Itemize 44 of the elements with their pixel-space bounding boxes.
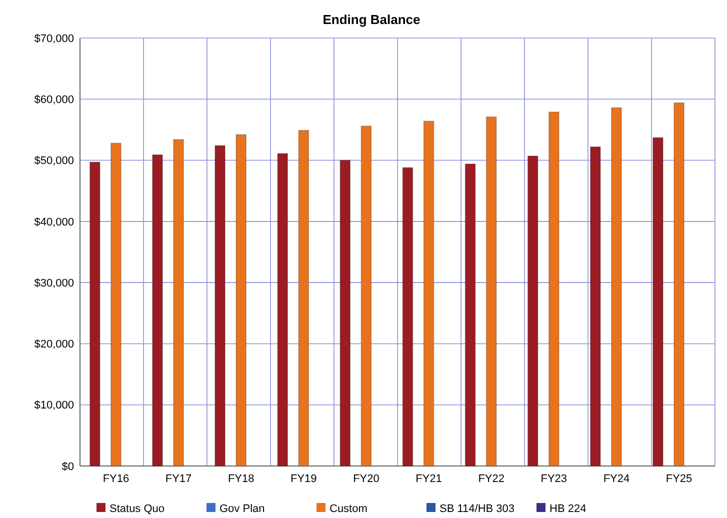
bar (89, 162, 100, 466)
x-tick-label: FY19 (290, 473, 317, 485)
bar (110, 142, 122, 466)
bar (173, 138, 184, 466)
x-tick-label: FY22 (478, 473, 504, 485)
x-tick-label: FY20 (353, 473, 380, 485)
legend-label: Gov Plan (220, 503, 265, 515)
legend-label: SB 114/HB 303 (440, 503, 515, 515)
y-tick-label: $10,000 (34, 400, 74, 412)
bar (298, 130, 310, 466)
x-tick-label: FY23 (540, 473, 568, 485)
bar (360, 126, 372, 466)
y-tick-label: $70,000 (34, 32, 74, 45)
x-tick-label: FY17 (165, 473, 192, 485)
x-tick-label: FY24 (603, 473, 630, 485)
bar (236, 134, 247, 466)
bar (610, 107, 622, 466)
bar (486, 116, 497, 466)
x-tick-label: FY25 (666, 473, 692, 485)
bar (277, 153, 288, 466)
y-tick-label: $60,000 (34, 94, 74, 106)
bar (340, 160, 351, 466)
x-tick-label: FY21 (416, 473, 442, 485)
legend-label: Custom (330, 503, 368, 515)
y-tick-label: $0 (62, 460, 74, 473)
y-tick-label: $20,000 (34, 338, 74, 351)
x-tick-label: FY18 (228, 473, 254, 485)
bar (152, 154, 163, 466)
chart-title: Ending Balance (322, 12, 420, 27)
bar (464, 163, 476, 466)
legend-label: HB 224 (550, 503, 586, 515)
bar (214, 145, 226, 466)
y-tick-label: $40,000 (34, 216, 74, 228)
x-tick-label: FY16 (102, 473, 130, 485)
y-tick-label: $50,000 (34, 155, 74, 168)
bar (652, 137, 664, 466)
bar (402, 167, 414, 466)
bar (674, 102, 685, 466)
bar (590, 146, 601, 466)
bar (423, 120, 434, 466)
bar (527, 156, 538, 466)
legend-label: Status Quo (110, 503, 165, 515)
y-tick-label: $30,000 (34, 277, 74, 290)
bar (548, 111, 560, 466)
